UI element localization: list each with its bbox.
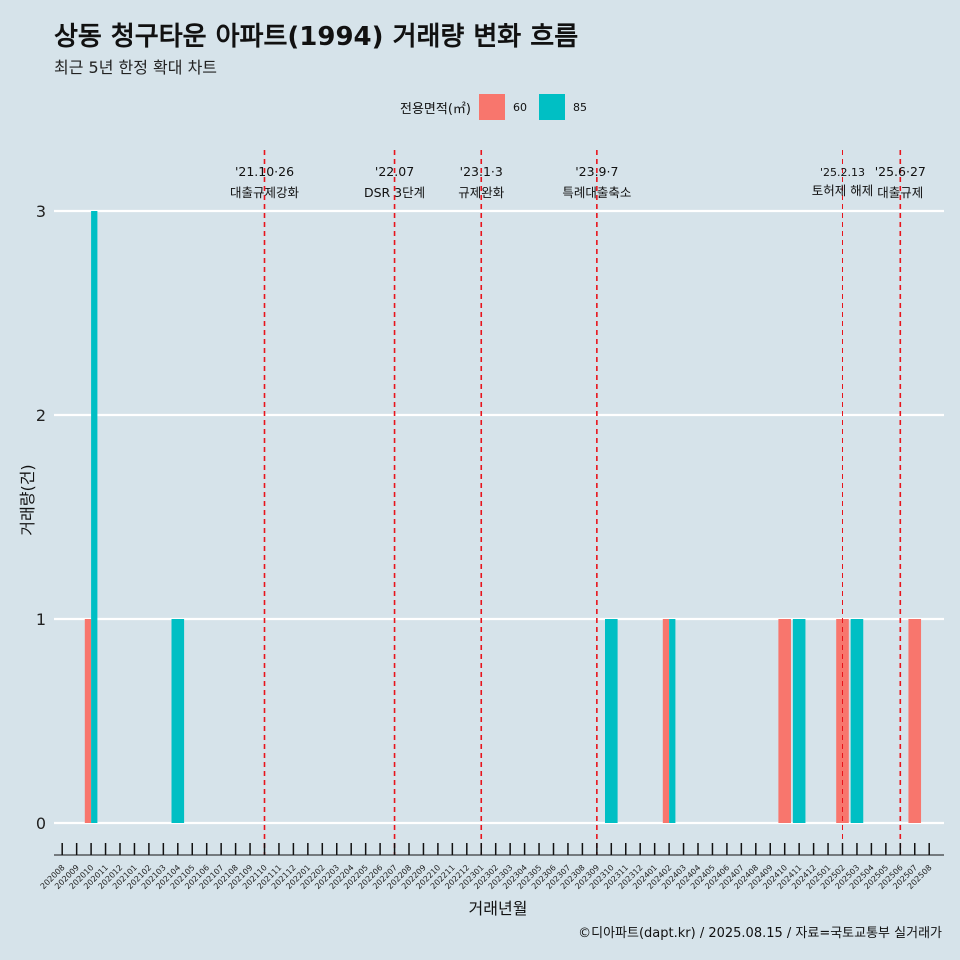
bar-60-202402 [662, 619, 670, 823]
annotation-date: '25.2.13 [820, 166, 865, 179]
annotation-date: '22.07 [375, 164, 414, 179]
chart-title: 상동 청구타운 아파트(1994) 거래량 변화 흐름 [54, 22, 579, 52]
x-axis-title: 거래년월 [469, 899, 528, 918]
bar-85-202104 [171, 619, 185, 823]
annotation-label: 대출규제강화 [230, 185, 300, 200]
y-tick-label: 1 [36, 610, 46, 629]
legend-key-85 [538, 94, 565, 120]
source-caption: ©디아파트(dapt.kr) / 2025.08.15 / 자료=국토교통부 실… [578, 926, 942, 941]
annotation-label: 규제완화 [458, 185, 505, 200]
y-tick-label: 2 [36, 406, 46, 425]
annotation-label: 토허제 해제 [812, 183, 873, 198]
y-tick-label: 3 [36, 202, 46, 221]
bar-85-202503 [850, 619, 864, 823]
y-axis-title: 거래량(건) [18, 464, 37, 535]
annotation-date: '23.9·7 [575, 164, 618, 179]
bar-85-202310 [605, 619, 618, 823]
annotation-label: 특례대출축소 [562, 185, 631, 200]
bar-85-202010 [91, 211, 98, 823]
bar-60-202507 [908, 619, 922, 823]
bar-60-202010 [84, 619, 92, 823]
annotation-date: '21.10·26 [235, 164, 294, 179]
annotation-date: '25.6·27 [875, 164, 926, 179]
legend-label-60: 60 [512, 100, 527, 114]
legend-label-85: 85 [572, 100, 587, 114]
bar-85-202411 [792, 619, 806, 823]
legend-title: 전용면적(㎡) [400, 101, 471, 117]
y-tick-label: 0 [36, 814, 46, 833]
annotation-label: DSR 3단계 [364, 185, 425, 200]
annotation-label: 대출규제 [877, 185, 923, 200]
bar-60-202410 [778, 619, 791, 823]
chart-subtitle: 최근 5년 한정 확대 차트 [54, 58, 218, 77]
legend: 전용면적(㎡) 60 85 [400, 93, 599, 121]
bar-85-202402 [669, 619, 676, 823]
annotation-date: '23.1·3 [460, 164, 503, 179]
legend-key-60 [478, 94, 505, 120]
